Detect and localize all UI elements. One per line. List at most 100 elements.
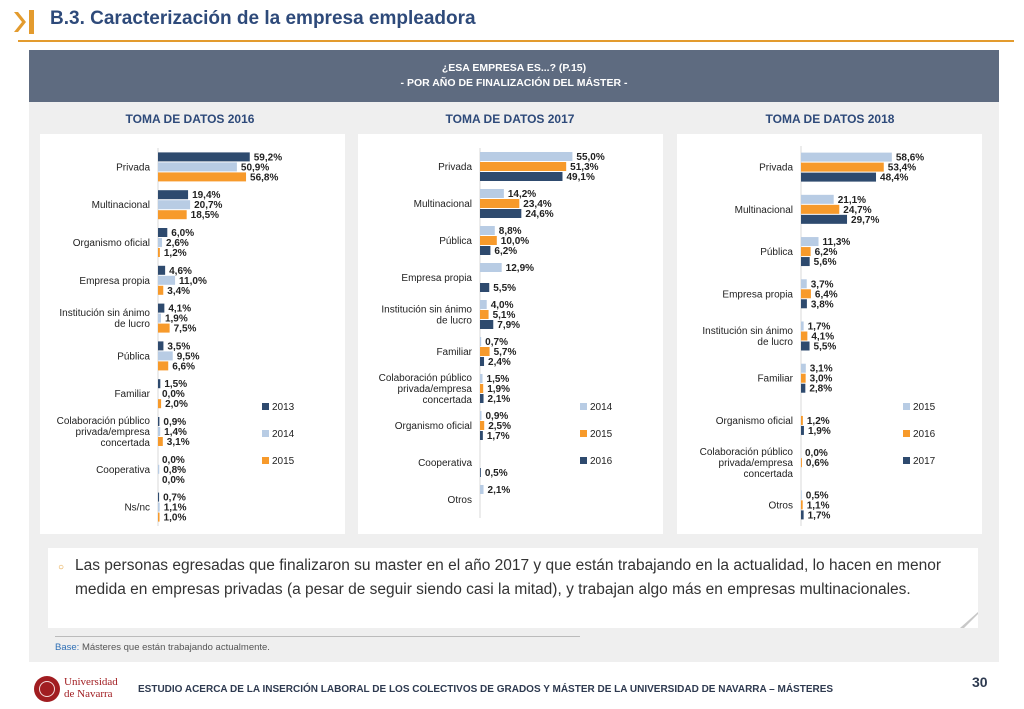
- bar: [801, 425, 804, 435]
- data-label: 10,0%: [501, 236, 529, 247]
- category-label: Multinacional: [92, 200, 150, 211]
- legend-swatch: [262, 457, 269, 464]
- category-label: Cooperativa: [418, 458, 472, 469]
- logo-line-1: Universidad: [64, 676, 118, 688]
- data-label: 19,4%: [192, 190, 220, 201]
- category-label: Institución sin ánimo: [59, 308, 150, 319]
- legend-swatch: [580, 403, 587, 410]
- bar: [801, 363, 806, 373]
- banner-line-2: - POR AÑO DE FINALIZACIÓN DEL MÁSTER -: [400, 77, 628, 89]
- chart-svg-2018: Privada 58,6%53,4%48,4% Multinacional 21,1%…: [700, 146, 936, 526]
- bar: [158, 210, 187, 220]
- data-label: 1,9%: [487, 384, 510, 395]
- bar: [158, 248, 160, 257]
- legend-label: 2017: [913, 456, 936, 467]
- data-label: 3,1%: [810, 364, 833, 375]
- legend-label: 2013: [272, 402, 295, 413]
- legend-label: 2015: [590, 429, 613, 440]
- banner-line-1: ¿ESA EMPRESA ES...? (P.15): [441, 62, 587, 74]
- bar: [158, 172, 247, 182]
- data-label: 11,3%: [823, 237, 851, 248]
- data-label: 5,1%: [493, 310, 516, 321]
- logo-line-2: de Navarra: [64, 688, 113, 700]
- data-label: 0,5%: [806, 490, 829, 501]
- bar: [158, 152, 250, 162]
- chart-svg-2017: Privada 55,0%51,3%49,1% Multinacional 14,2%…: [379, 148, 613, 518]
- bar: [480, 384, 484, 393]
- bar: [158, 190, 189, 200]
- bar: [158, 399, 162, 409]
- bar: [158, 265, 166, 275]
- bar: [158, 323, 170, 333]
- category-label: concertada: [423, 395, 473, 406]
- data-label: 18,5%: [191, 210, 219, 221]
- data-label: 1,7%: [808, 322, 831, 333]
- bar: [480, 357, 485, 366]
- data-label: 3,8%: [811, 299, 834, 310]
- bar: [480, 226, 495, 235]
- bar: [158, 417, 160, 426]
- category-label: Otros: [769, 500, 793, 511]
- bar: [480, 421, 485, 430]
- data-label: 1,0%: [164, 513, 187, 524]
- bar: [801, 237, 819, 247]
- data-label: 0,0%: [162, 455, 185, 466]
- bar: [801, 162, 884, 172]
- data-label: 58,6%: [896, 153, 924, 164]
- bar: [480, 246, 491, 255]
- page-fold-icon: [960, 612, 978, 628]
- header: B.3. Caracterización de la empresa emple…: [0, 0, 1024, 44]
- bar: [158, 379, 161, 389]
- header-divider: [18, 40, 1014, 42]
- data-label: 7,9%: [497, 320, 520, 331]
- data-label: 2,6%: [166, 238, 189, 249]
- data-label: 1,4%: [164, 427, 187, 438]
- bar: [158, 502, 160, 512]
- bar: [480, 263, 502, 272]
- category-label: Pública: [760, 247, 793, 258]
- data-label: 0,6%: [806, 458, 829, 469]
- base-divider: [55, 636, 580, 637]
- legend-label: 2016: [590, 456, 613, 467]
- legend-swatch: [262, 403, 269, 410]
- category-label: Familiar: [757, 374, 793, 385]
- data-label: 3,4%: [167, 286, 190, 297]
- bar: [801, 172, 877, 182]
- data-label: 59,2%: [254, 152, 282, 163]
- bar: [158, 200, 191, 210]
- bar: [480, 199, 520, 208]
- bar: [480, 347, 490, 356]
- bar: [158, 361, 169, 371]
- footer-text: ESTUDIO ACERCA DE LA INSERCIÓN LABORAL D…: [138, 684, 834, 695]
- category-label: de lucro: [757, 337, 793, 348]
- category-label: Colaboración público: [57, 416, 151, 427]
- chart-2017: Privada 55,0% 51,3% 49,1% Multinacional 14,2%…: [358, 134, 663, 534]
- category-label: Empresa propia: [401, 273, 472, 284]
- data-label: 51,3%: [570, 162, 598, 173]
- category-label: Cooperativa: [96, 465, 150, 476]
- category-label: Familiar: [436, 347, 472, 358]
- data-label: 5,6%: [814, 257, 837, 268]
- bar: [480, 172, 563, 181]
- category-label: Organismo oficial: [716, 416, 793, 427]
- bar: [480, 394, 484, 403]
- bar: [801, 194, 834, 204]
- data-label: 0,7%: [163, 493, 186, 504]
- data-label: 0,0%: [162, 389, 185, 400]
- bar: [480, 320, 494, 329]
- data-label: 0,0%: [805, 448, 828, 459]
- data-label: 1,2%: [807, 416, 830, 427]
- bar: [158, 427, 161, 436]
- data-label: 0,9%: [486, 411, 509, 422]
- data-label: 3,5%: [167, 341, 190, 352]
- bar: [480, 485, 484, 494]
- bar: [480, 236, 497, 245]
- bar: [480, 152, 573, 161]
- legend-swatch: [262, 430, 269, 437]
- bar: [801, 279, 807, 289]
- bar: [480, 337, 482, 346]
- data-label: 12,9%: [506, 263, 534, 274]
- data-label: 2,8%: [809, 384, 832, 395]
- bar: [801, 341, 810, 351]
- bar: [801, 204, 840, 214]
